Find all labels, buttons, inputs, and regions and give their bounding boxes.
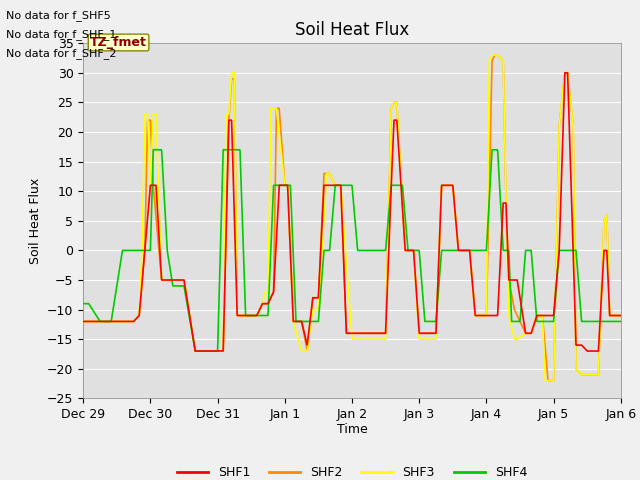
- Text: No data for f_SHF5: No data for f_SHF5: [6, 10, 111, 21]
- Text: No data for f_SHF_1: No data for f_SHF_1: [6, 29, 116, 40]
- Text: TZ_fmet: TZ_fmet: [90, 36, 147, 49]
- Y-axis label: Soil Heat Flux: Soil Heat Flux: [29, 178, 42, 264]
- X-axis label: Time: Time: [337, 422, 367, 435]
- Title: Soil Heat Flux: Soil Heat Flux: [295, 21, 409, 39]
- Text: No data for f_SHF_2: No data for f_SHF_2: [6, 48, 117, 59]
- Legend: SHF1, SHF2, SHF3, SHF4: SHF1, SHF2, SHF3, SHF4: [172, 461, 532, 480]
